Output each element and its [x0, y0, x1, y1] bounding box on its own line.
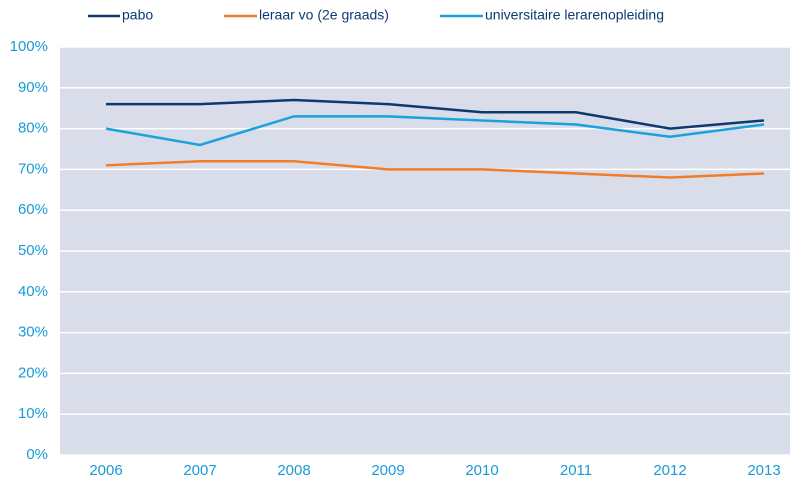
- x-tick-label: 2010: [465, 462, 498, 479]
- y-tick-label: 20%: [18, 364, 48, 381]
- y-tick-label: 80%: [18, 120, 48, 137]
- y-tick-label: 100%: [10, 38, 48, 55]
- y-tick-label: 90%: [18, 79, 48, 96]
- x-tick-label: 2007: [183, 462, 216, 479]
- legend-label: universitaire lerarenopleiding: [485, 7, 664, 23]
- series-line: [106, 98, 765, 130]
- y-tick-label: 70%: [18, 160, 48, 177]
- legend-label: pabo: [122, 7, 153, 23]
- y-tick-label: 10%: [18, 405, 48, 422]
- x-tick-label: 2013: [747, 462, 780, 479]
- legend-label: leraar vo (2e graads): [259, 7, 389, 23]
- series-line: [105, 115, 765, 147]
- x-tick-label: 2011: [560, 462, 592, 479]
- x-tick-label: 2008: [277, 462, 310, 479]
- y-tick-label: 60%: [18, 201, 48, 218]
- y-tick-label: 30%: [18, 324, 48, 341]
- y-tick-label: 40%: [18, 283, 48, 300]
- x-tick-label: 2006: [89, 462, 122, 479]
- x-tick-label: 2012: [653, 462, 686, 479]
- y-tick-label: 50%: [18, 242, 48, 259]
- x-tick-label: 2009: [371, 462, 404, 479]
- series-line: [105, 159, 765, 179]
- y-tick-label: 0%: [26, 446, 48, 463]
